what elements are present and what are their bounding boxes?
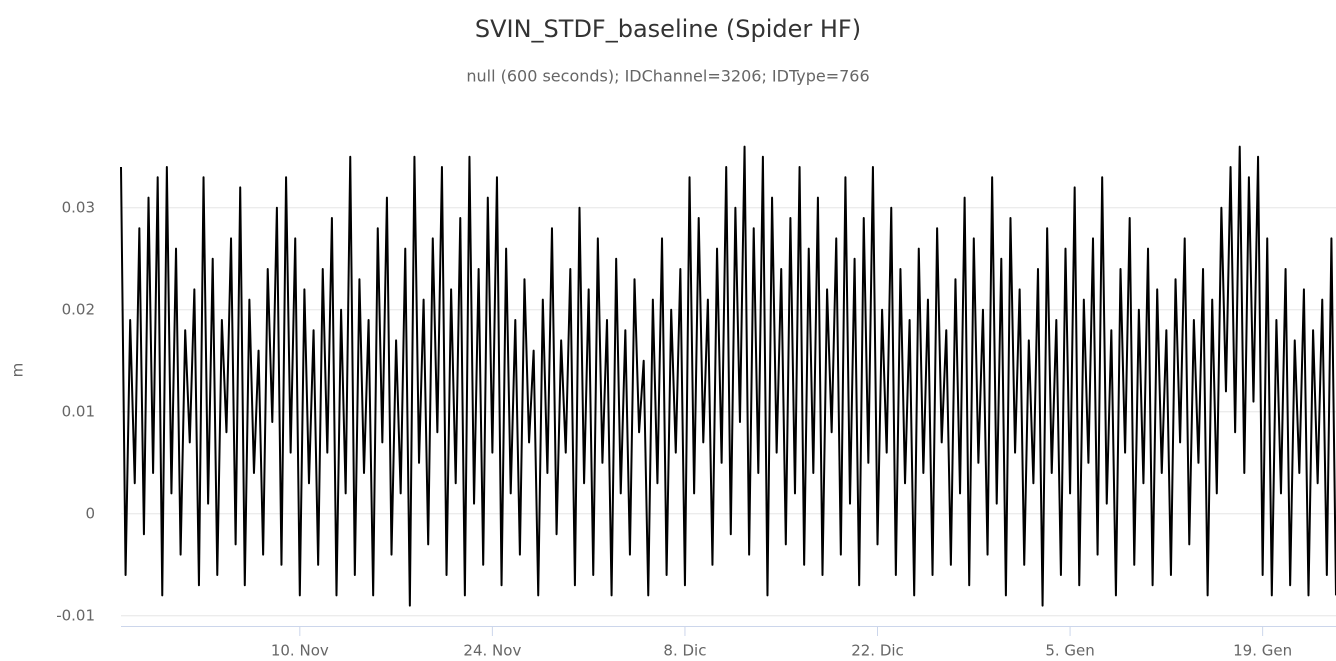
y-tick-label: 0.02 [62, 300, 95, 318]
chart-subtitle: null (600 seconds); IDChannel=3206; IDTy… [466, 67, 869, 86]
chart-title: SVIN_STDF_baseline (Spider HF) [475, 15, 861, 43]
y-axis-title: m [9, 363, 27, 378]
x-tick-label: 24. Nov [463, 642, 521, 660]
x-tick-label: 22. Dic [851, 642, 904, 660]
x-tick-label: 5. Gen [1045, 642, 1094, 660]
x-tick-label: 10. Nov [271, 642, 329, 660]
y-tick-label: 0.03 [62, 198, 95, 216]
y-tick-label: -0.01 [56, 606, 95, 624]
data-line [120, 145, 1336, 607]
x-tick-label: 8. Dic [663, 642, 706, 660]
y-tick-label: 0 [85, 504, 95, 522]
y-tick-label: 0.01 [62, 402, 95, 420]
x-tick-label: 19. Gen [1233, 642, 1292, 660]
